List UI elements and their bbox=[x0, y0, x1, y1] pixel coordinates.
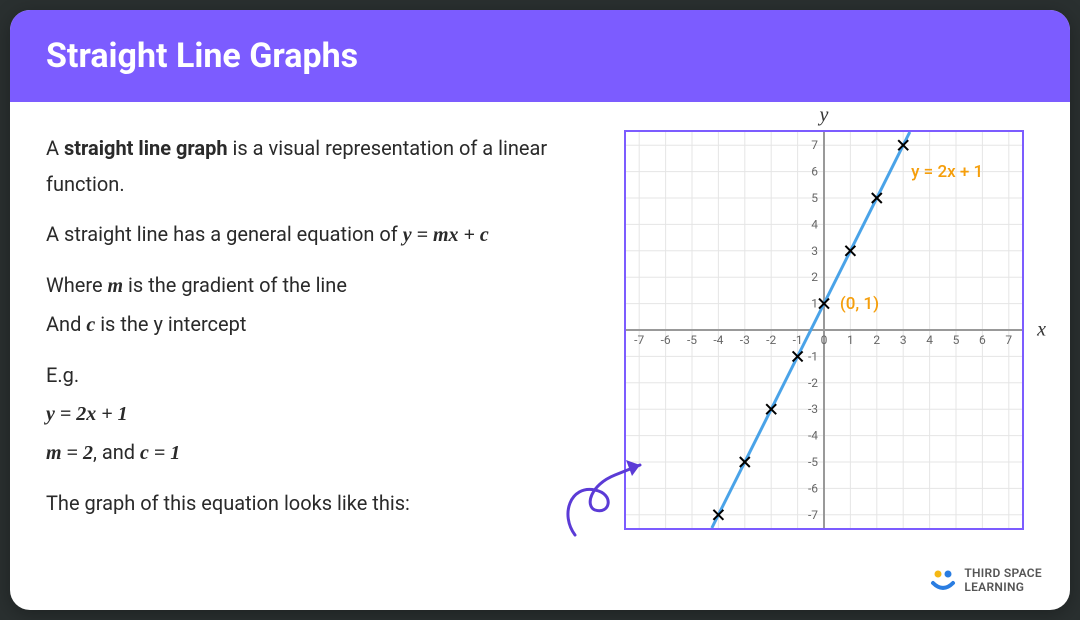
svg-text:2: 2 bbox=[873, 333, 880, 347]
svg-text:-1: -1 bbox=[793, 333, 803, 347]
equation-line: A straight line has a general equation o… bbox=[46, 216, 594, 253]
definition-line: A straight line graph is a visual repres… bbox=[46, 130, 594, 202]
svg-text:1: 1 bbox=[811, 297, 818, 311]
svg-text:-6: -6 bbox=[808, 481, 818, 495]
svg-text:4: 4 bbox=[926, 333, 933, 347]
info-card: Straight Line Graphs A straight line gra… bbox=[10, 10, 1070, 610]
page-title: Straight Line Graphs bbox=[46, 36, 358, 76]
card-header: Straight Line Graphs bbox=[10, 10, 1070, 102]
svg-text:-4: -4 bbox=[808, 429, 818, 443]
equation-annotation: y = 2x + 1 bbox=[911, 162, 983, 182]
svg-text:7: 7 bbox=[1005, 333, 1012, 347]
svg-text:-7: -7 bbox=[808, 508, 818, 522]
brand-icon bbox=[930, 569, 956, 591]
svg-text:1: 1 bbox=[847, 333, 854, 347]
graph-caption: The graph of this equation looks like th… bbox=[46, 485, 594, 521]
svg-text:6: 6 bbox=[811, 165, 818, 179]
svg-text:-4: -4 bbox=[713, 333, 723, 347]
svg-text:-2: -2 bbox=[808, 376, 818, 390]
example-params: m = 2, and c = 1 bbox=[46, 434, 594, 471]
chart-column: y x -7-6-5-4-3-2-101234567-7-6-5-4-3-2-1… bbox=[614, 130, 1034, 535]
svg-text:7: 7 bbox=[811, 138, 818, 152]
svg-text:6: 6 bbox=[979, 333, 986, 347]
svg-text:4: 4 bbox=[811, 217, 818, 231]
text-column: A straight line graph is a visual repres… bbox=[46, 130, 594, 535]
brand-text: THIRD SPACE LEARNING bbox=[964, 566, 1042, 594]
svg-text:-5: -5 bbox=[687, 333, 697, 347]
svg-text:-6: -6 bbox=[661, 333, 671, 347]
svg-text:3: 3 bbox=[811, 244, 818, 258]
svg-text:-5: -5 bbox=[808, 455, 818, 469]
line-chart: y x -7-6-5-4-3-2-101234567-7-6-5-4-3-2-1… bbox=[624, 130, 1024, 530]
svg-text:5: 5 bbox=[811, 191, 818, 205]
svg-text:-7: -7 bbox=[634, 333, 644, 347]
gradient-line: Where m is the gradient of the line bbox=[46, 267, 594, 304]
intercept-annotation: (0, 1) bbox=[840, 294, 879, 314]
example-eq: y = 2x + 1 bbox=[46, 395, 594, 432]
x-axis-label: x bbox=[1037, 319, 1046, 342]
svg-text:-3: -3 bbox=[808, 402, 818, 416]
svg-text:5: 5 bbox=[953, 333, 960, 347]
eg-label: E.g. bbox=[46, 357, 594, 393]
y-axis-label: y bbox=[820, 104, 829, 127]
curly-arrow-icon bbox=[540, 440, 660, 550]
svg-text:-1: -1 bbox=[808, 349, 818, 363]
intercept-line: And c is the y intercept bbox=[46, 306, 594, 343]
brand-logo: THIRD SPACE LEARNING bbox=[930, 566, 1042, 594]
svg-text:2: 2 bbox=[811, 270, 818, 284]
svg-text:-3: -3 bbox=[740, 333, 750, 347]
svg-text:0: 0 bbox=[821, 333, 828, 347]
svg-text:3: 3 bbox=[900, 333, 907, 347]
svg-text:-2: -2 bbox=[766, 333, 776, 347]
